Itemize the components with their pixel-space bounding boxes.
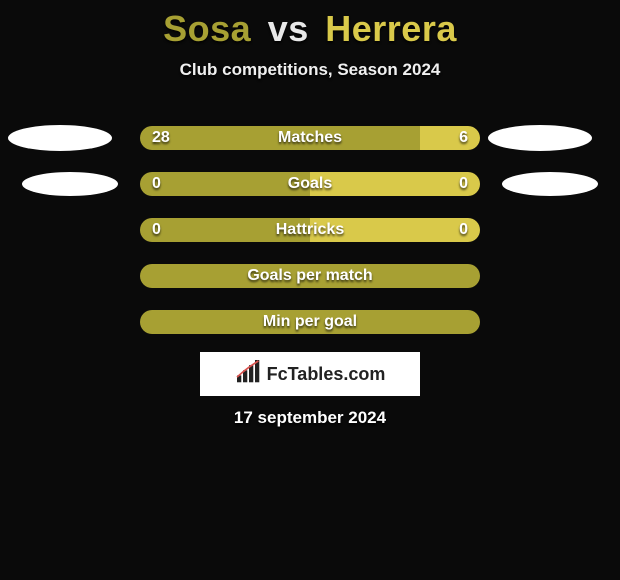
stat-bar-right [310,172,480,196]
player1-marker [8,125,112,151]
stat-value-left: 0 [152,218,161,242]
player1-marker [22,172,118,196]
player1-name: Sosa [163,8,251,49]
stat-value-left: 0 [152,172,161,196]
stat-bar-left [140,126,420,150]
stat-row: Goals per match [0,253,620,299]
player2-marker [488,125,592,151]
stat-bar-left [140,264,480,288]
stat-bar-left [140,218,310,242]
page-title: Sosa vs Herrera [0,0,620,50]
stat-value-right: 0 [459,218,468,242]
stat-bar-left [140,310,480,334]
logo-text: FcTables.com [267,364,386,385]
stat-bar-right [420,126,480,150]
player2-name: Herrera [325,8,457,49]
stat-value-right: 6 [459,126,468,150]
date-text: 17 september 2024 [0,408,620,428]
stat-bar [140,310,480,334]
player2-marker [502,172,598,196]
logo-box: FcTables.com [200,352,420,396]
stat-bar [140,172,480,196]
stat-row: Goals00 [0,161,620,207]
stat-row: Min per goal [0,299,620,345]
stat-value-left: 28 [152,126,170,150]
stat-value-right: 0 [459,172,468,196]
subtitle: Club competitions, Season 2024 [0,60,620,80]
stat-bar-left [140,172,310,196]
stat-row: Matches286 [0,115,620,161]
stat-bar [140,126,480,150]
stat-bar-right [310,218,480,242]
comparison-chart: Matches286Goals00Hattricks00Goals per ma… [0,115,620,345]
vs-separator: vs [268,8,309,49]
stat-row: Hattricks00 [0,207,620,253]
stat-bar [140,218,480,242]
logo: FcTables.com [235,360,386,389]
barchart-icon [235,360,263,389]
stat-bar [140,264,480,288]
